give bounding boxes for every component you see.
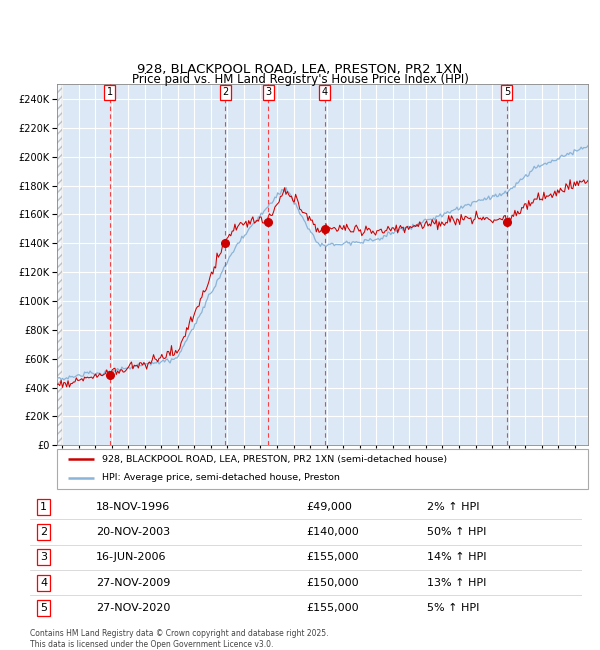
- Text: 1: 1: [107, 87, 113, 98]
- Text: 2: 2: [40, 527, 47, 537]
- Text: 5: 5: [504, 87, 510, 98]
- Text: 3: 3: [40, 552, 47, 562]
- Text: 2% ↑ HPI: 2% ↑ HPI: [427, 502, 480, 512]
- Text: 2: 2: [222, 87, 229, 98]
- Text: 4: 4: [322, 87, 328, 98]
- FancyBboxPatch shape: [57, 448, 588, 489]
- Text: 1: 1: [40, 502, 47, 512]
- Text: 928, BLACKPOOL ROAD, LEA, PRESTON, PR2 1XN (semi-detached house): 928, BLACKPOOL ROAD, LEA, PRESTON, PR2 1…: [102, 455, 447, 464]
- Text: 20-NOV-2003: 20-NOV-2003: [96, 527, 170, 537]
- Text: £150,000: £150,000: [306, 578, 359, 588]
- Text: 27-NOV-2020: 27-NOV-2020: [96, 603, 170, 613]
- Text: £49,000: £49,000: [306, 502, 352, 512]
- Text: £155,000: £155,000: [306, 603, 359, 613]
- Text: Price paid vs. HM Land Registry's House Price Index (HPI): Price paid vs. HM Land Registry's House …: [131, 73, 469, 86]
- Text: £155,000: £155,000: [306, 552, 359, 562]
- Text: 50% ↑ HPI: 50% ↑ HPI: [427, 527, 487, 537]
- Text: 5: 5: [40, 603, 47, 613]
- Text: 3: 3: [265, 87, 271, 98]
- Text: Contains HM Land Registry data © Crown copyright and database right 2025.
This d: Contains HM Land Registry data © Crown c…: [30, 629, 329, 649]
- Text: 4: 4: [40, 578, 47, 588]
- Text: 16-JUN-2006: 16-JUN-2006: [96, 552, 167, 562]
- Text: 18-NOV-1996: 18-NOV-1996: [96, 502, 170, 512]
- Text: 14% ↑ HPI: 14% ↑ HPI: [427, 552, 487, 562]
- Text: 13% ↑ HPI: 13% ↑ HPI: [427, 578, 487, 588]
- Text: HPI: Average price, semi-detached house, Preston: HPI: Average price, semi-detached house,…: [102, 473, 340, 482]
- Text: 5% ↑ HPI: 5% ↑ HPI: [427, 603, 480, 613]
- Text: 928, BLACKPOOL ROAD, LEA, PRESTON, PR2 1XN: 928, BLACKPOOL ROAD, LEA, PRESTON, PR2 1…: [137, 63, 463, 76]
- Text: £140,000: £140,000: [306, 527, 359, 537]
- Text: 27-NOV-2009: 27-NOV-2009: [96, 578, 170, 588]
